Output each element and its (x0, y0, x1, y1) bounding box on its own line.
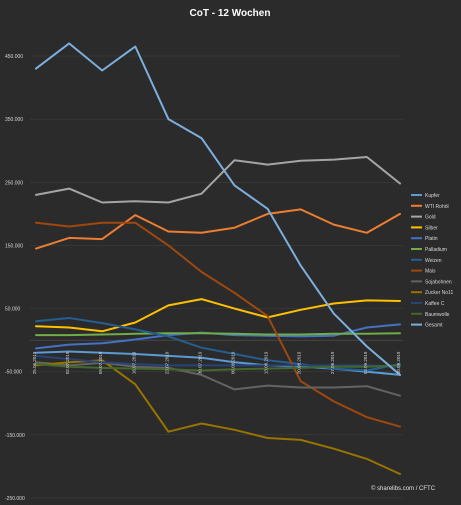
legend-label-baumwolle: Baumwolle (425, 312, 450, 318)
legend-label-sojabohnen: Sojabohnen (425, 279, 452, 285)
x-tick-label: 10.09.2019 (396, 351, 401, 374)
x-tick-label: 23.07.2019 (164, 351, 169, 374)
chart-title: CoT - 12 Wochen (190, 8, 271, 19)
y-axis-tick-labels: 450.000 350.000 250.000 150.000 50.000 -50.00… (5, 54, 25, 502)
y-tick-label: 350.000 (5, 117, 23, 123)
gridlines (30, 55, 403, 499)
x-tick-label: 25.06.2019 (32, 351, 37, 374)
series-line-mais (35, 221, 401, 428)
y-tick-label: -150.000 (5, 433, 25, 439)
series-line-zucker-no11 (35, 359, 401, 475)
x-tick-label: 03.09.2019 (363, 351, 368, 374)
x-tick-label: 16.07.2019 (131, 351, 136, 374)
series-line-gesamt (35, 42, 401, 376)
legend-label-kupfer: Kupfer (425, 193, 440, 199)
series-line-weizen (35, 317, 401, 372)
series-line-wti-roh-l (35, 208, 401, 250)
legend-label-gesamt: Gesamt (425, 323, 443, 329)
series-line-palladium (35, 332, 401, 337)
series-line-kaffee-c (35, 354, 401, 368)
x-tick-label: 09.07.2019 (98, 351, 103, 374)
y-tick-label: -250.000 (5, 496, 25, 502)
legend-label-zucker-no11: Zucker No11 (425, 290, 453, 296)
y-tick-label: 50.000 (5, 307, 21, 313)
legend-label-silber: Silber (425, 225, 438, 231)
y-tick-label: -50.000 (5, 370, 22, 376)
y-tick-label: 250.000 (5, 180, 23, 186)
x-tick-label: 02.07.2019 (65, 351, 70, 374)
series-line-sojabohnen (35, 361, 401, 397)
x-tick-label: 27.08.2019 (330, 351, 335, 374)
legend-label-mais: Mais (425, 269, 436, 275)
legend-label-wti-roh-l: WTI Rohöl (425, 204, 449, 210)
legend-label-platin: Platin (425, 236, 438, 242)
x-tick-label: 06.08.2019 (231, 351, 236, 374)
x-tick-label: 30.07.2019 (197, 351, 202, 374)
source-credit: © sharelibs.com / CFTC (371, 485, 436, 492)
series-line-baumwolle (35, 363, 401, 372)
legend-label-gold: Gold (425, 215, 436, 221)
series-lines (35, 42, 401, 475)
y-tick-label: 150.000 (5, 243, 23, 249)
legend: Kupfer WTI Rohöl Gold Silber Platin Palladium… (411, 193, 453, 329)
x-tick-label: 20.08.2019 (297, 351, 302, 374)
legend-label-palladium: Palladium (425, 247, 447, 253)
series-line-silber (35, 298, 401, 333)
x-axis-tick-labels: 25.06.2019 02.07.2019 09.07.2019 16.07.2019… (32, 351, 401, 374)
x-tick-label: 13.08.2019 (264, 351, 269, 374)
y-tick-label: 450.000 (5, 54, 23, 60)
legend-label-weizen: Weizen (425, 258, 442, 264)
series-line-gold (35, 156, 401, 204)
legend-label-kaffee-c: Kaffee C (425, 301, 445, 307)
